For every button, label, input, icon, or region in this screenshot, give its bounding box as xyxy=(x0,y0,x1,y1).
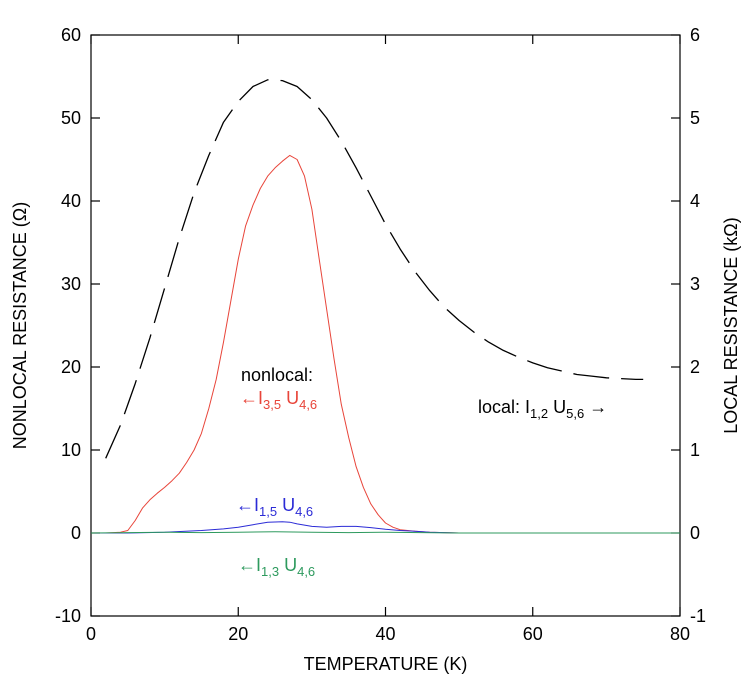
local-subscript: 1,2 xyxy=(530,406,548,421)
left-y-tick-label: 60 xyxy=(61,25,81,45)
i13-arrow: ← xyxy=(238,555,256,575)
i35-main: I xyxy=(258,388,263,408)
x-tick-label: 20 xyxy=(228,624,248,644)
local-prefix: local: xyxy=(478,397,525,417)
nonlocal-annotation: nonlocal: xyxy=(241,365,313,385)
right-y-axis-title: LOCAL RESISTANCE (kΩ) xyxy=(721,217,741,434)
i15-subscript: 1,5 xyxy=(259,504,277,519)
x-axis-title: TEMPERATURE (K) xyxy=(304,654,468,674)
local-mid: U xyxy=(548,397,566,417)
i35-mid: U xyxy=(281,388,299,408)
i35-subscript-2: 4,6 xyxy=(299,397,317,412)
local-i12-u56-annotation: local: I1,2 U5,6 → xyxy=(478,397,607,421)
i15-u46-annotation: ←I1,5 U4,6 xyxy=(236,495,313,519)
local-subscript-2: 5,6 xyxy=(566,406,584,421)
x-tick-label: 80 xyxy=(670,624,690,644)
series-line-local xyxy=(105,79,644,459)
series-line-i35 xyxy=(91,154,680,534)
left-y-tick-label: 30 xyxy=(61,274,81,294)
x-tick-label: 40 xyxy=(375,624,395,644)
right-y-tick-label: 0 xyxy=(690,523,700,543)
i35-arrow: ← xyxy=(240,388,258,408)
series-line-i13 xyxy=(90,531,680,534)
left-y-tick-label: 40 xyxy=(61,191,81,211)
local-main: I xyxy=(525,397,530,417)
i13-subscript-2: 4,6 xyxy=(297,564,315,579)
left-y-tick-label: 10 xyxy=(61,440,81,460)
i13-main: I xyxy=(256,555,261,575)
left-y-tick-label: 50 xyxy=(61,108,81,128)
i13-mid: U xyxy=(279,555,297,575)
right-y-tick-label: 5 xyxy=(690,108,700,128)
x-tick-label: 0 xyxy=(86,624,96,644)
left-y-tick-label: 20 xyxy=(61,357,81,377)
series-group xyxy=(90,79,680,534)
right-y-tick-label: 1 xyxy=(690,440,700,460)
right-y-tick-label: 4 xyxy=(690,191,700,211)
right-y-tick-label: -1 xyxy=(690,606,706,626)
x-tick-label: 60 xyxy=(523,624,543,644)
i35-subscript: 3,5 xyxy=(263,397,281,412)
right-y-tick-label: 6 xyxy=(690,25,700,45)
i15-mid: U xyxy=(277,495,295,515)
i15-arrow: ← xyxy=(236,495,254,515)
local-arrow: → xyxy=(584,397,607,417)
i35-u46-annotation: ←I3,5 U4,6 xyxy=(240,388,317,412)
i15-main: I xyxy=(254,495,259,515)
left-y-tick-label: 0 xyxy=(71,523,81,543)
i15-subscript-2: 4,6 xyxy=(295,504,313,519)
left-y-tick-label: -10 xyxy=(55,606,81,626)
i13-u46-annotation: ←I1,3 U4,6 xyxy=(238,555,315,579)
right-y-tick-label: 3 xyxy=(690,274,700,294)
right-y-tick-label: 2 xyxy=(690,357,700,377)
left-y-axis-title: NONLOCAL RESISTANCE (Ω) xyxy=(10,202,30,450)
i13-subscript: 1,3 xyxy=(261,564,279,579)
